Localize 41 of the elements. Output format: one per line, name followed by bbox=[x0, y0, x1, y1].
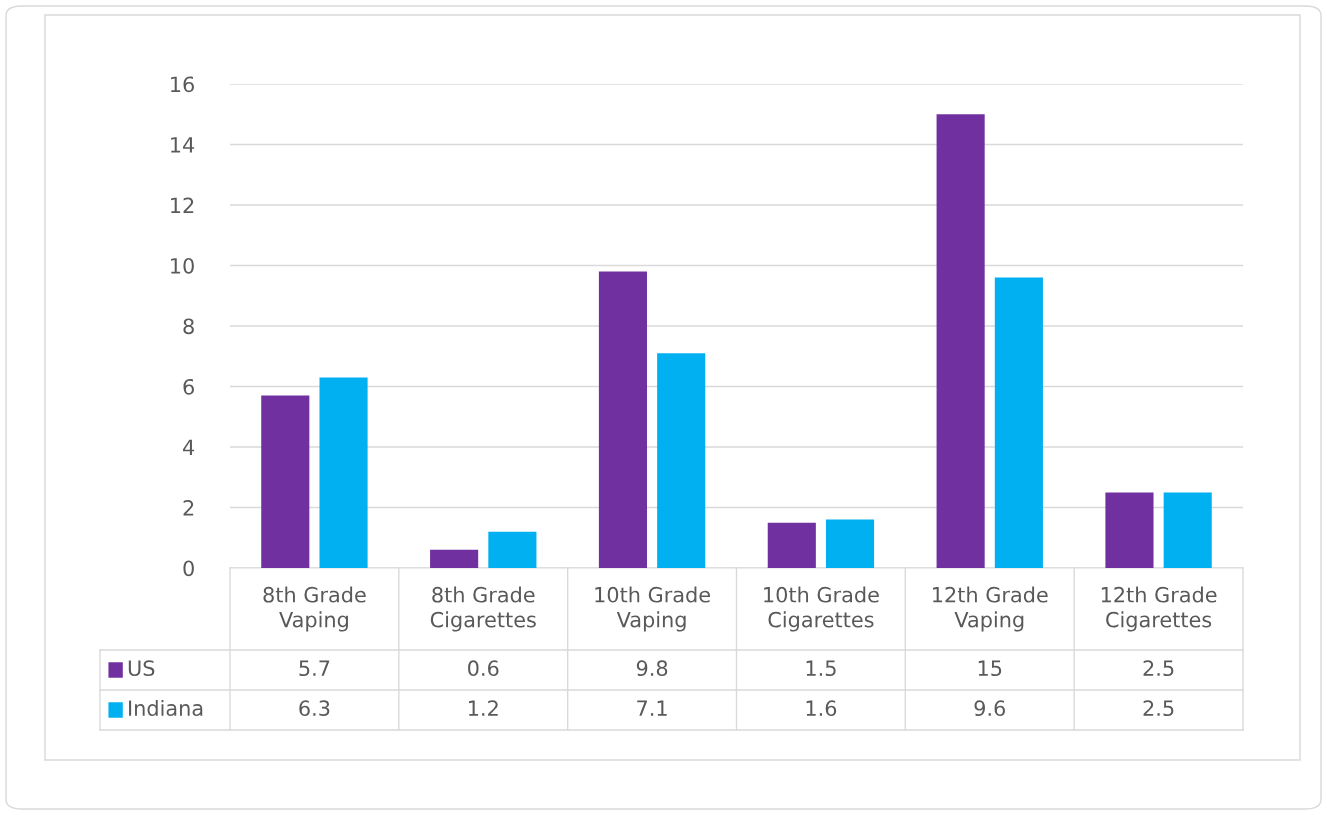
bar bbox=[657, 353, 706, 568]
bar bbox=[767, 522, 816, 568]
data-label: 6.3 bbox=[299, 700, 330, 717]
bar bbox=[598, 271, 648, 568]
bar bbox=[994, 277, 1043, 568]
data-label: 1.2 bbox=[468, 700, 498, 716]
data-label: 2.5 bbox=[1143, 700, 1174, 717]
bar bbox=[825, 519, 875, 568]
data-label: 5.7 bbox=[299, 660, 330, 677]
x-tick-label: 8th Grade Vaping bbox=[263, 586, 366, 632]
legend-label: Indiana bbox=[129, 699, 203, 717]
y-tick-label: 8 bbox=[183, 318, 194, 335]
x-tick-label: 10th Grade Cigarettes bbox=[764, 586, 879, 632]
bar bbox=[430, 549, 479, 568]
legend-label: US bbox=[128, 660, 155, 677]
y-tick-label: 10 bbox=[171, 257, 194, 274]
y-tick-label: 6 bbox=[183, 378, 194, 395]
y-tick-label: 14 bbox=[171, 137, 195, 153]
x-tick-label: 8th Grade Cigarettes bbox=[430, 586, 536, 632]
x-tick-label: 12th Grade Cigarettes bbox=[1101, 586, 1217, 632]
y-tick-label: 12 bbox=[171, 197, 194, 213]
y-tick-label: 2 bbox=[183, 499, 194, 516]
y-tick-label: 16 bbox=[171, 76, 194, 93]
bar bbox=[1105, 492, 1154, 568]
y-tick-label: 4 bbox=[183, 439, 195, 455]
data-label: 1.6 bbox=[806, 700, 837, 717]
bar bbox=[319, 377, 368, 568]
data-label: 15 bbox=[978, 660, 1002, 677]
bar bbox=[1163, 492, 1212, 568]
data-label: 9.6 bbox=[974, 700, 1005, 717]
data-label: 7.1 bbox=[637, 700, 667, 716]
data-label: 2.5 bbox=[1143, 660, 1174, 677]
bar bbox=[936, 114, 985, 568]
data-label: 1.5 bbox=[806, 660, 836, 677]
bar bbox=[261, 395, 310, 568]
x-tick-label: 10th Grade Vaping bbox=[595, 586, 710, 632]
x-tick-label: 12th Grade Vaping bbox=[933, 586, 1048, 632]
bar bbox=[488, 531, 537, 568]
y-tick-label: 0 bbox=[183, 560, 194, 577]
data-label: 0.6 bbox=[468, 660, 499, 677]
data-label: 9.8 bbox=[636, 660, 668, 677]
